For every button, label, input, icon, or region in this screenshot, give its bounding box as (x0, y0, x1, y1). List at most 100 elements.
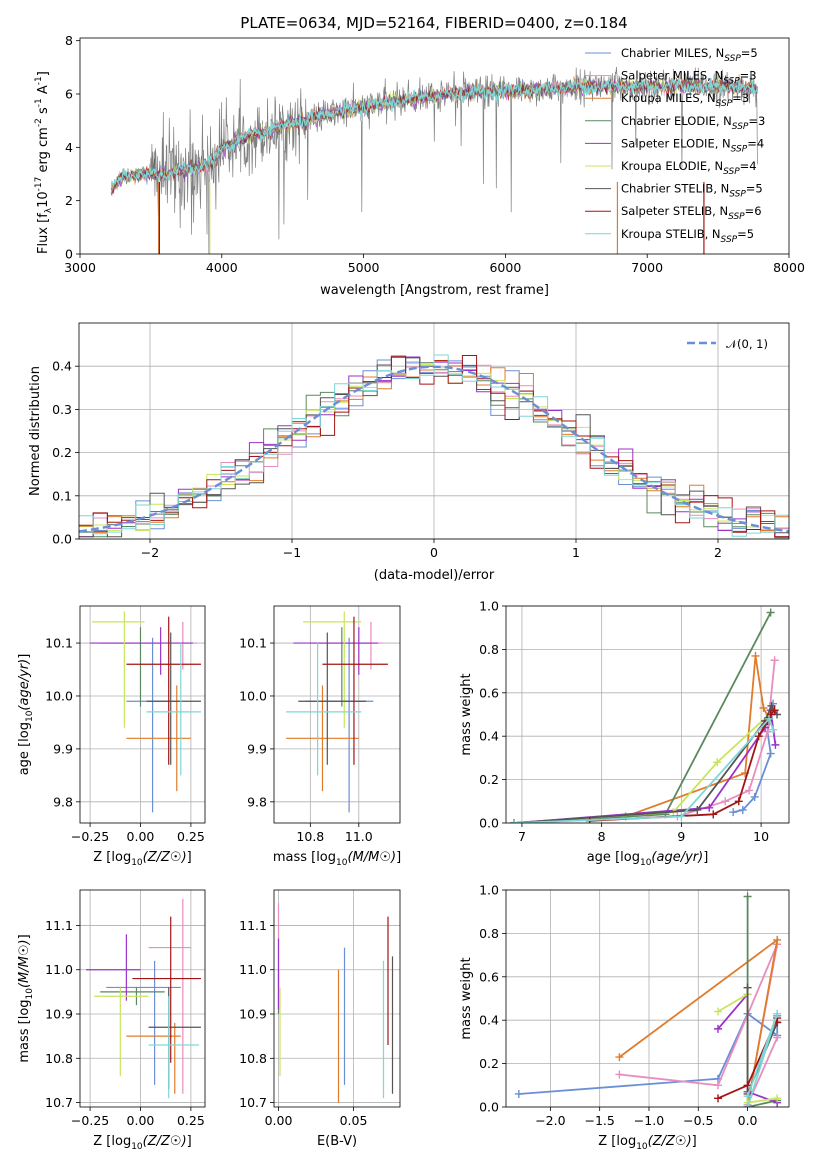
y-tick-label: 0.4 (479, 1013, 499, 1028)
y-tick-label: 9.9 (247, 741, 267, 756)
plot-area (79, 354, 789, 539)
y-axis-label: mass weight (459, 673, 474, 755)
weight-marker (743, 892, 752, 901)
y-tick-label: 2 (65, 193, 73, 208)
weight-marker (765, 714, 774, 723)
legend-entry: Kroupa ELODIE, NSSP=4 (621, 159, 757, 177)
x-tick-label: 7 (518, 829, 526, 844)
weight-marker (771, 740, 780, 749)
weight-line (513, 717, 774, 823)
weight-marker (615, 1070, 624, 1079)
weight-line (746, 896, 778, 1107)
panel-age_vs_Z: −0.25 0.00 0.25 9.8 9.9 10.0 10.1 Z [log10(Z/Z☉… (17, 605, 206, 868)
weight-marker (769, 725, 778, 734)
weight-marker (745, 786, 754, 795)
weight-marker (750, 792, 759, 801)
panel-weight_vs_Z: −2.0 −1.5 −1.0 −0.5 0.0 0.0 0.2 0.4 0.6 0.8 1.0 Z [… (459, 883, 790, 1152)
axes-frame (505, 605, 790, 824)
weight-marker (773, 1094, 782, 1103)
weight-marker (509, 819, 518, 823)
x-tick-label: 0.00 (265, 1113, 293, 1128)
y-tick-label: 4 (65, 140, 73, 155)
y-tick-label: 10.8 (239, 1051, 267, 1066)
weight-marker (714, 1081, 723, 1090)
panel-spectrum: 3000 4000 5000 6000 7000 8000 0 2 4 6 8 wavelength … (34, 33, 805, 298)
weight-marker (743, 1103, 752, 1107)
y-tick-label: 0.8 (479, 642, 499, 657)
weight-marker (714, 1024, 723, 1033)
y-tick-label: 0.2 (479, 1056, 499, 1071)
y-tick-label: 10.0 (45, 688, 73, 703)
x-tick-label: 10 (753, 829, 769, 844)
weight-marker (738, 805, 747, 814)
legend-entry: Salpeter ELODIE, NSSP=4 (621, 136, 764, 154)
y-axis-label: mass weight (459, 957, 474, 1039)
x-tick-label: 7000 (631, 260, 663, 275)
legend-entry: Chabrier ELODIE, NSSP=3 (621, 114, 765, 132)
y-tick-label: 11.1 (45, 918, 73, 933)
weight-marker (743, 1092, 752, 1101)
weight-marker (751, 651, 760, 660)
weight-marker (759, 703, 768, 712)
x-tick-label: −0.25 (71, 1113, 109, 1128)
x-tick-label: −1 (283, 545, 301, 560)
axes-frame (505, 889, 790, 1108)
axes-frame (78, 322, 790, 540)
y-axis-label: Normed distribution (28, 366, 43, 496)
weight-marker (773, 935, 782, 944)
y-tick-label: 1.0 (479, 599, 499, 614)
plot-area (110, 66, 759, 254)
weight-marker (721, 797, 730, 806)
y-axis-label: Flux [fλ10-17 erg cm-2 s-1 A-1] (34, 71, 54, 254)
x-axis-label: mass [log10(M/M☉)] (273, 850, 401, 868)
y-axis-label: age [log10(age/yr)] (17, 654, 35, 776)
y-tick-label: 10.9 (45, 1007, 73, 1022)
y-tick-label: 11.0 (239, 962, 267, 977)
weight-marker (677, 812, 686, 821)
x-tick-label: 10.8 (296, 829, 324, 844)
plot-area (509, 608, 782, 823)
x-tick-label: 8 (598, 829, 606, 844)
panel-mass_vs_ebv: 0.00 0.05 10.7 10.8 10.9 11.0 11.1 E(B-V) (239, 889, 401, 1149)
y-tick-label: 0.6 (479, 685, 499, 700)
y-tick-label: 10.7 (45, 1095, 73, 1110)
weight-marker (693, 805, 702, 814)
x-tick-label: 0 (430, 545, 438, 560)
legend-entry: Salpeter MILES, NSSP=3 (621, 69, 757, 87)
panel-weight_vs_age: 7 8 9 10 0.0 0.2 0.4 0.6 0.8 1.0 age [log10(age/yr… (459, 599, 790, 868)
weight-marker (770, 706, 779, 715)
plot-area (286, 611, 388, 813)
weight-marker (754, 732, 763, 741)
y-tick-label: 8 (65, 33, 73, 48)
weight-marker (714, 1007, 723, 1016)
axes-frame (79, 605, 206, 824)
y-tick-label: 0.2 (479, 772, 499, 787)
weight-marker (770, 656, 779, 665)
weight-marker (743, 983, 752, 992)
weight-marker (734, 797, 743, 806)
y-tick-label: 9.8 (247, 794, 267, 809)
normal-curve (79, 365, 789, 533)
y-tick-label: 0.4 (52, 359, 72, 374)
axes-frame (79, 37, 790, 255)
y-tick-label: 0.3 (52, 402, 72, 417)
legend-entry: Chabrier STELIB, NSSP=5 (621, 182, 763, 200)
x-axis-label: (data-model)/error (374, 568, 495, 583)
y-tick-label: 10.1 (45, 636, 73, 651)
residual-histogram (79, 354, 789, 537)
y-tick-label: 10.7 (239, 1095, 267, 1110)
plot-area (277, 903, 394, 1103)
axes-frame (273, 605, 401, 824)
weight-marker (615, 1053, 624, 1062)
y-tick-label: 10.8 (45, 1051, 73, 1066)
figure-title: PLATE=0634, MJD=52164, FIBERID=0400, z=0… (240, 14, 627, 32)
x-tick-label: 0.25 (177, 1113, 205, 1128)
x-tick-label: −1.0 (634, 1113, 664, 1128)
axes-frame (273, 889, 401, 1108)
model-spectrum (110, 77, 758, 194)
y-tick-label: 0.0 (52, 532, 72, 547)
y-tick-label: 0.2 (52, 445, 72, 460)
axes-frame (79, 889, 206, 1108)
